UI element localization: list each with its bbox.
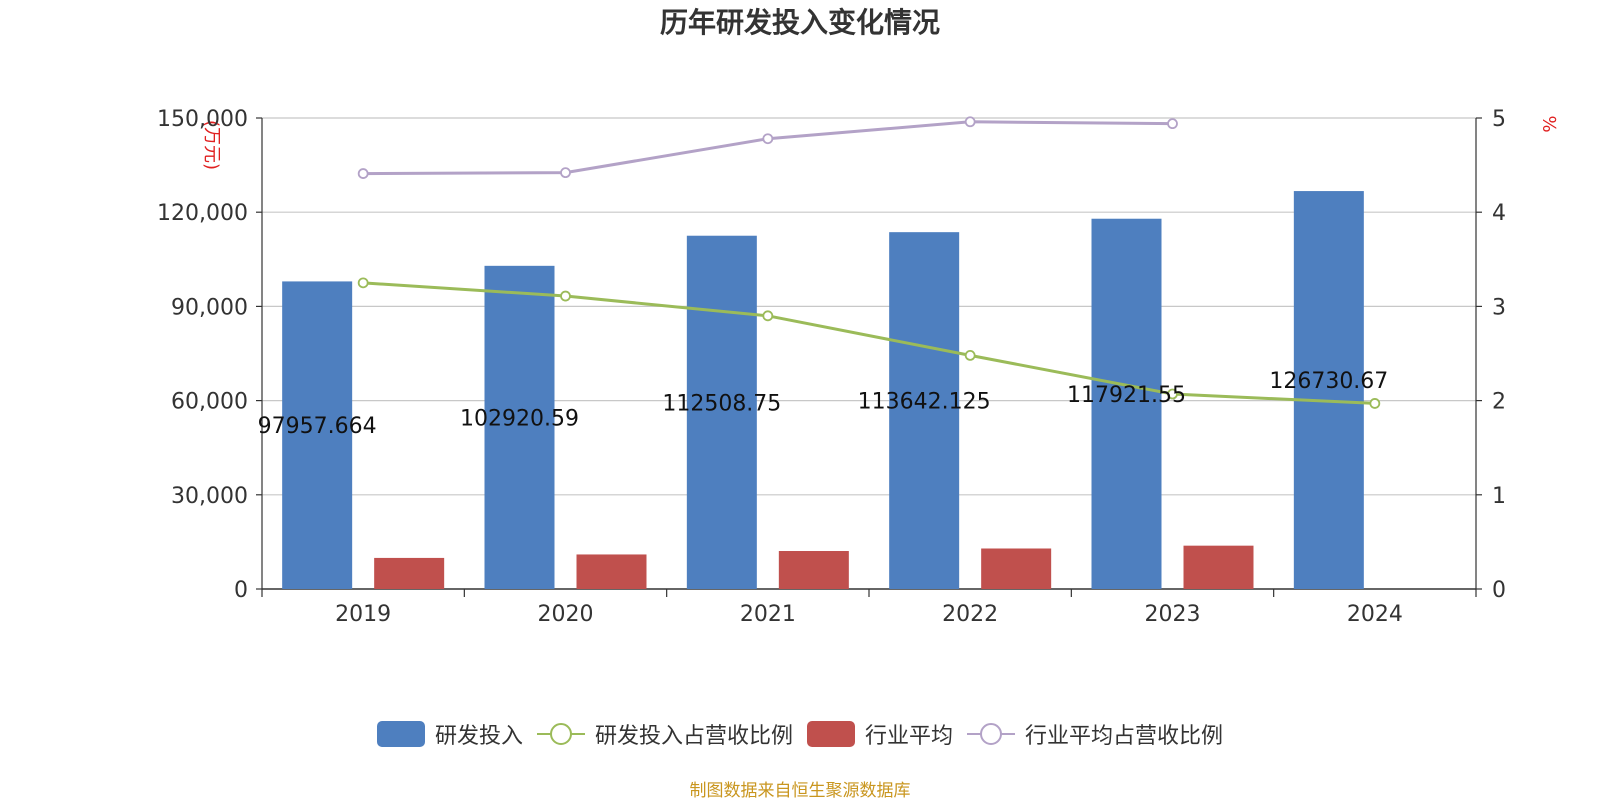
gridlines [262,117,1476,496]
line-rd-ratio [363,281,1375,405]
point-industry-ratio [357,168,369,179]
legend-item[interactable]: 行业平均 [807,718,953,750]
y-left-tick-label: 90,000 [171,295,248,320]
chart-title: 历年研发投入变化情况 [660,6,940,39]
point-rd-ratio [357,277,369,289]
bar-industry-average [981,548,1052,589]
point-industry-ratio [964,116,976,128]
legend-item[interactable]: 研发投入占营收比例 [536,718,793,750]
source-footer: 制图数据来自恒生聚源数据库 [689,781,911,801]
y-right-tick-label: 1 [1492,484,1506,509]
bar-value-label: 126730.67 [1269,369,1388,394]
y-left-tick-label: 60,000 [171,390,248,415]
point-rd-ratio [560,290,571,302]
y-left-tick-label: 150,000 [157,107,248,132]
line-industry-ratio [363,120,1173,176]
legend-swatch [376,721,425,747]
y-left-tick-label: 0 [234,578,248,603]
bar-rd-investment [1091,218,1162,590]
bar-industry-average [576,554,647,589]
bar-value-label: 113642.125 [858,390,991,415]
legend-label: 研发投入 [434,724,523,749]
point-rd-ratio [1167,388,1178,400]
point-rd-ratio [762,310,774,322]
bar-rd-investment [282,281,353,589]
y-left-tick-label: 30,000 [171,484,248,509]
bar-value-label: 112508.75 [662,391,781,416]
bars [282,191,1364,590]
y-left-tick-label: 120,000 [157,201,248,226]
axes: 0 30,000 60,000 90,000 120,000 150,000 0 1 2 3 4 5 2… [157,107,1506,627]
x-tick-label: 2021 [740,602,796,627]
y-right-unit: % [1540,115,1561,132]
point-rd-ratio [964,349,976,361]
bar-rd-investment [889,232,960,589]
bar-rd-investment [1293,191,1364,590]
x-tick-label: 2022 [942,602,998,627]
point-rd-ratio [1369,398,1381,409]
y-right-tick-label: 3 [1492,295,1506,320]
x-tick-label: 2019 [335,602,391,627]
bar-rd-investment [686,235,757,589]
point-industry-ratio [560,167,571,179]
data-labels: 97957.664 102920.59 112508.75 113642.125 117… [258,369,1389,439]
y-right-tick-label: 4 [1492,201,1506,226]
legend-label: 研发投入占营收比例 [594,724,793,749]
legend-item[interactable]: 行业平均占营收比例 [967,718,1223,750]
legend-label: 行业平均占营收比例 [1025,724,1224,749]
legend: 研发投入 研发投入占营收比例 行业平均 行业平均占营收比例 [0,716,1600,752]
bar-industry-average [374,557,445,589]
point-industry-ratio [1167,118,1178,130]
y-left-unit: (万元) [201,120,222,170]
chart: 历年研发投入变化情况 (万元) % 030,00060,00090,000120… [157,6,1561,627]
bar-value-label: 117921.55 [1067,383,1186,408]
x-tick-label: 2023 [1145,602,1201,627]
legend-label: 行业平均 [865,724,954,749]
bar-rd-investment [484,265,555,589]
bar-value-label: 102920.59 [460,406,579,431]
x-tick-label: 2024 [1347,602,1403,627]
legend-line-marker [536,721,585,747]
legend-swatch [807,721,855,747]
bar-industry-average [1183,545,1254,589]
x-tick-label: 2020 [538,602,594,627]
y-right-tick-label: 0 [1492,578,1506,603]
bar-industry-average [778,551,849,589]
point-industry-ratio [762,133,774,145]
y-right-tick-label: 2 [1492,390,1506,415]
lines [357,116,1381,409]
legend-line-marker [967,721,1016,747]
bar-value-label: 97957.664 [258,414,377,439]
y-right-tick-label: 5 [1492,107,1506,132]
legend-item[interactable]: 研发投入 [376,718,523,750]
